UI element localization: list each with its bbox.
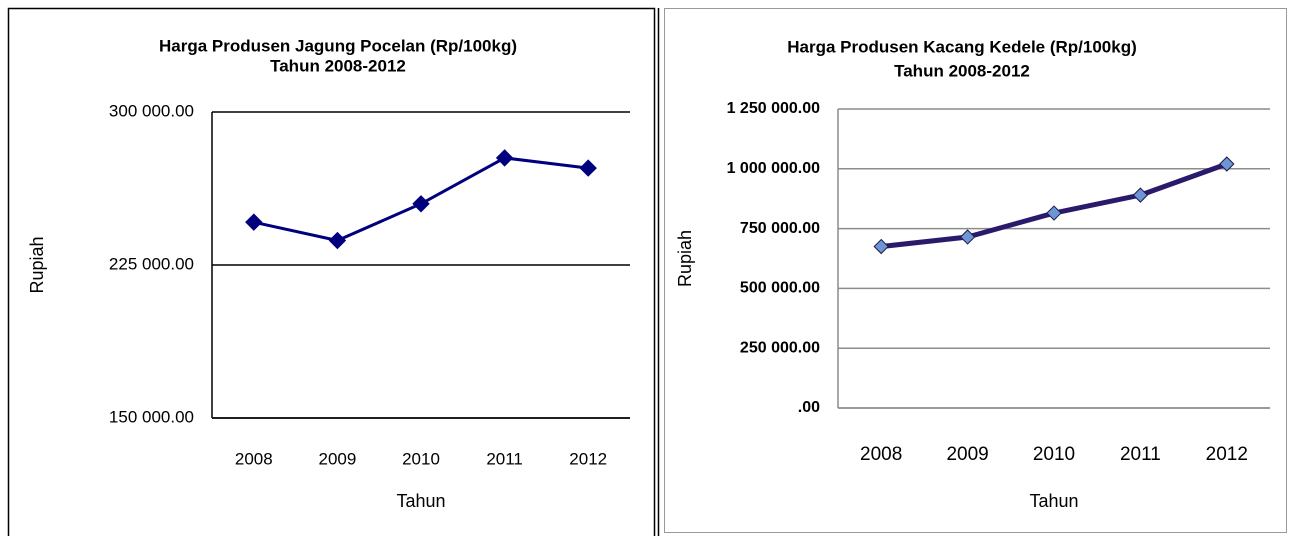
- data-point: [1046, 205, 1062, 221]
- x-tick-label: 2009: [946, 444, 988, 465]
- data-point: [328, 231, 347, 250]
- panel-border: [7, 7, 656, 536]
- y-tick-label: 250 000.00: [740, 339, 820, 356]
- x-axis-label: Tahun: [396, 491, 445, 511]
- data-point: [1132, 187, 1149, 203]
- x-tick-label: 2011: [1120, 444, 1161, 465]
- x-tick-label: 2010: [1033, 444, 1075, 465]
- data-line: [880, 161, 1228, 250]
- data-point: [873, 238, 889, 255]
- data-point: [495, 149, 514, 167]
- x-tick-label: 2012: [1206, 444, 1248, 465]
- x-tick-label: 2008: [235, 449, 273, 468]
- x-tick-label: 2010: [402, 449, 440, 468]
- panel-border: [664, 8, 1287, 533]
- x-axis-label: Tahun: [1029, 491, 1078, 511]
- x-tick-label: 2011: [486, 449, 523, 468]
- y-axis-label: Rupiah: [675, 230, 695, 287]
- y-tick-label: 300 000.00: [109, 101, 194, 120]
- data-point: [1219, 156, 1235, 172]
- y-axis-label: Rupiah: [27, 236, 47, 293]
- chart-title: Harga Produsen Jagung Pocelan (Rp/100kg): [159, 36, 517, 55]
- chart-title: Harga Produsen Kacang Kedele (Rp/100kg): [787, 37, 1137, 56]
- data-point: [245, 213, 263, 231]
- y-tick-label: .00: [798, 399, 820, 416]
- y-tick-label: 150 000.00: [109, 407, 194, 426]
- chart-subtitle: Tahun 2008-2012: [270, 56, 406, 75]
- y-tick-label: 1 000 000.00: [727, 160, 821, 177]
- data-point: [579, 159, 597, 177]
- y-tick-label: 500 000.00: [740, 280, 820, 297]
- data-point: [959, 229, 976, 245]
- y-tick-label: 750 000.00: [740, 220, 820, 237]
- chart-subtitle: Tahun 2008-2012: [894, 61, 1030, 80]
- x-tick-label: 2009: [318, 449, 356, 468]
- x-tick-label: 2008: [860, 444, 902, 465]
- data-point: [412, 195, 430, 213]
- y-tick-label: 1 250 000.00: [727, 100, 821, 117]
- y-tick-label: 225 000.00: [109, 254, 194, 273]
- x-tick-label: 2012: [569, 449, 607, 468]
